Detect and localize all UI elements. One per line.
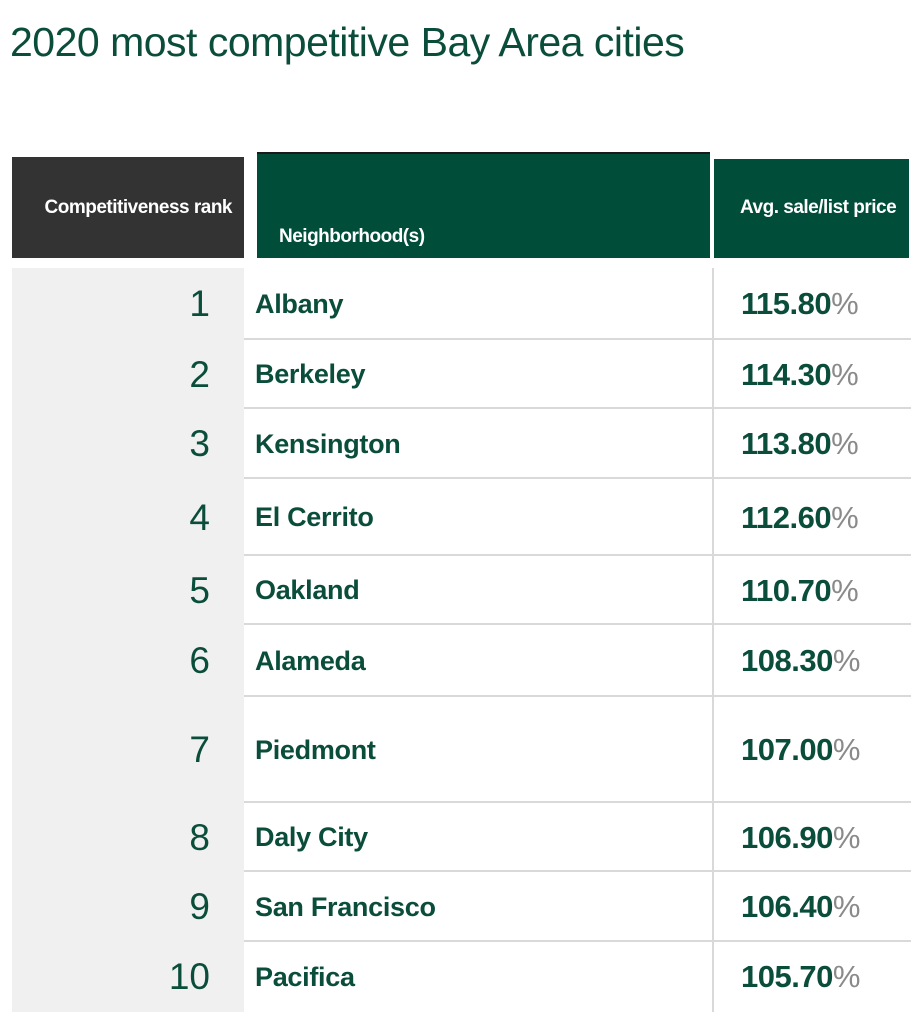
percent-sign: % [831,286,859,321]
price-cell: 112.60% [741,479,911,556]
price-cell: 114.30% [741,340,911,409]
rank-cell: 10 [168,956,210,997]
price-value: 115.80 [741,286,832,321]
price-value: 113.80 [741,426,832,461]
neighborhood-cell: Alameda [255,645,366,676]
percent-sign: % [832,889,861,924]
rank-cell: 7 [189,729,210,770]
percent-sign: % [831,356,859,392]
price-column-header: Avg. sale/list price [714,159,909,258]
neighborhood-cell: Albany [255,288,344,319]
row-divider [244,623,911,625]
table-row: 7 Piedmont 107.00% [12,697,911,803]
row-divider [244,477,911,479]
neighborhood-cell: Daly City [255,822,368,852]
neighborhood-cell: Pacifica [255,961,355,992]
table-body [244,268,911,1012]
rank-column-background [12,268,244,1012]
table-row: 9 San Francisco 106.40% [12,872,911,942]
rank-cell: 2 [189,353,210,395]
row-divider [244,695,911,697]
table-row: 10 Pacifica 105.70% [12,942,911,1012]
price-value: 114.30 [741,356,832,392]
page-title: 2020 most competitive Bay Area cities [10,19,685,65]
percent-sign: % [832,643,861,678]
row-divider [244,870,911,872]
percent-sign: % [831,499,859,535]
price-cell: 115.80% [741,268,911,340]
table-row: 3 Kensington 113.80% [12,409,911,479]
neighborhood-cell: Oakland [255,575,360,605]
rank-column-header: Competitiveness rank [12,157,244,258]
neighborhood-column-header: Neighborhood(s) [257,152,710,258]
price-cell: 108.30% [741,625,911,697]
price-cell: 110.70% [741,556,911,625]
price-cell: 106.40% [741,872,911,942]
row-divider [244,338,911,340]
percent-sign: % [832,819,861,855]
row-divider [244,554,911,556]
table-row: 1 Albany 115.80% [12,268,911,340]
row-divider [244,407,911,409]
price-cell: 105.70% [741,942,911,1012]
rank-cell: 5 [189,569,210,611]
rank-cell: 3 [189,423,210,464]
rank-cell: 1 [189,283,210,324]
neighborhood-cell: Piedmont [255,734,376,765]
rank-cell: 4 [189,496,210,538]
price-value: 106.40 [741,889,833,924]
neighborhood-cell: Kensington [255,428,401,459]
neighborhood-cell: Berkeley [255,359,366,389]
price-cell: 106.90% [741,803,911,872]
table-row: 2 Berkeley 114.30% [12,340,911,409]
price-value: 108.30 [741,643,833,678]
row-divider [244,940,911,942]
price-value: 105.70 [741,959,833,994]
price-cell: 107.00% [741,697,911,803]
row-divider [244,801,911,803]
neighborhood-cell: El Cerrito [255,502,374,532]
price-value: 110.70 [741,572,832,608]
rank-cell: 6 [189,640,210,681]
price-cell: 113.80% [741,409,911,479]
table-row: 6 Alameda 108.30% [12,625,911,697]
table-row: 5 Oakland 110.70% [12,556,911,625]
table-row: 8 Daly City 106.90% [12,803,911,872]
percent-sign: % [831,426,859,461]
price-value: 112.60 [741,499,832,535]
percent-sign: % [832,732,861,767]
price-value: 106.90 [741,819,833,855]
column-divider [712,268,714,1012]
percent-sign: % [831,572,859,608]
table-row: 4 El Cerrito 112.60% [12,479,911,556]
rank-cell: 9 [189,886,210,927]
neighborhood-cell: San Francisco [255,891,436,922]
price-value: 107.00 [741,732,833,767]
rank-cell: 8 [189,816,210,858]
percent-sign: % [832,959,861,994]
